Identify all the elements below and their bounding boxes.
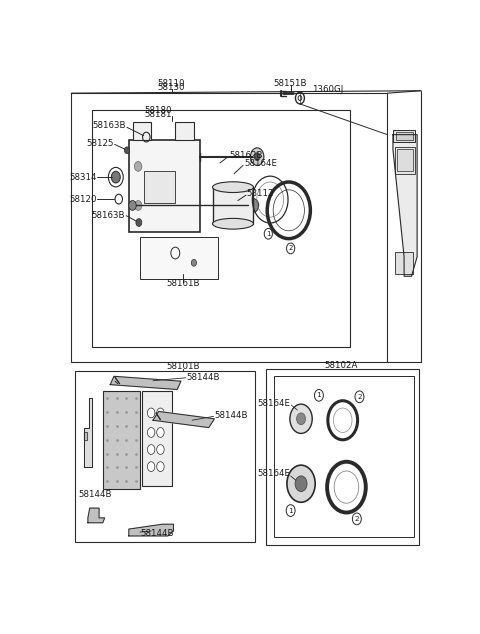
Text: 58144B: 58144B xyxy=(140,529,173,538)
Text: 58314: 58314 xyxy=(69,172,96,181)
Text: 58164E: 58164E xyxy=(244,160,277,169)
Text: 58120: 58120 xyxy=(69,195,96,204)
Text: 1: 1 xyxy=(288,508,293,514)
Text: 58144B: 58144B xyxy=(215,411,248,420)
Circle shape xyxy=(136,219,142,226)
Circle shape xyxy=(156,427,164,437)
Bar xyxy=(71,93,387,361)
Circle shape xyxy=(290,404,312,434)
Text: 58164E: 58164E xyxy=(257,469,290,479)
Text: 2: 2 xyxy=(288,245,293,252)
Text: 1: 1 xyxy=(266,231,271,236)
Polygon shape xyxy=(84,398,92,467)
Ellipse shape xyxy=(213,182,253,193)
Bar xyxy=(142,391,172,486)
Circle shape xyxy=(147,462,155,472)
Bar xyxy=(274,377,414,538)
Bar xyxy=(393,130,415,142)
Bar xyxy=(395,252,413,274)
Circle shape xyxy=(124,147,130,153)
Text: 58151B: 58151B xyxy=(274,79,307,88)
Circle shape xyxy=(147,444,155,455)
Circle shape xyxy=(192,259,196,266)
Bar xyxy=(175,122,194,139)
Text: 2: 2 xyxy=(355,516,359,522)
Text: 58163B: 58163B xyxy=(92,211,125,220)
Circle shape xyxy=(248,198,259,212)
Text: 58164E: 58164E xyxy=(258,399,290,408)
Bar xyxy=(144,171,175,203)
Text: 1360GJ: 1360GJ xyxy=(312,85,344,94)
Text: 1: 1 xyxy=(317,392,321,398)
Polygon shape xyxy=(393,134,417,276)
Circle shape xyxy=(134,200,142,210)
Bar xyxy=(132,122,151,139)
Circle shape xyxy=(129,200,136,210)
Circle shape xyxy=(156,408,164,418)
Bar xyxy=(92,110,350,347)
Text: 58163B: 58163B xyxy=(93,121,126,131)
Text: 58101B: 58101B xyxy=(166,362,200,371)
Circle shape xyxy=(297,413,306,425)
Circle shape xyxy=(287,465,315,502)
Circle shape xyxy=(156,444,164,455)
Polygon shape xyxy=(84,432,87,440)
Text: 2: 2 xyxy=(357,394,362,400)
Text: 58161B: 58161B xyxy=(166,279,200,288)
Circle shape xyxy=(295,476,307,491)
Text: 58102A: 58102A xyxy=(324,361,358,370)
Text: 58181: 58181 xyxy=(145,110,172,119)
Polygon shape xyxy=(88,508,105,523)
Bar xyxy=(75,372,255,542)
Bar xyxy=(103,391,140,489)
Text: 58144B: 58144B xyxy=(79,491,112,500)
Bar xyxy=(395,147,415,174)
Text: 58144B: 58144B xyxy=(186,373,220,382)
Text: 58125: 58125 xyxy=(86,139,114,148)
Text: 58110: 58110 xyxy=(158,79,185,88)
Circle shape xyxy=(251,148,264,165)
Circle shape xyxy=(254,153,260,160)
Bar xyxy=(266,369,419,545)
Ellipse shape xyxy=(213,218,253,229)
Text: 58162B: 58162B xyxy=(229,151,263,160)
Text: 58112: 58112 xyxy=(247,189,274,198)
Circle shape xyxy=(147,408,155,418)
Circle shape xyxy=(134,162,142,171)
Bar xyxy=(140,237,218,279)
Bar xyxy=(396,133,413,139)
Text: 58180: 58180 xyxy=(145,106,172,115)
Polygon shape xyxy=(153,411,215,427)
Circle shape xyxy=(156,462,164,472)
Bar xyxy=(213,187,253,224)
Bar xyxy=(129,139,200,232)
Circle shape xyxy=(111,171,120,183)
Text: 58130: 58130 xyxy=(158,83,185,92)
Polygon shape xyxy=(129,524,173,536)
Circle shape xyxy=(147,427,155,437)
Polygon shape xyxy=(110,377,181,389)
Bar xyxy=(396,150,413,171)
